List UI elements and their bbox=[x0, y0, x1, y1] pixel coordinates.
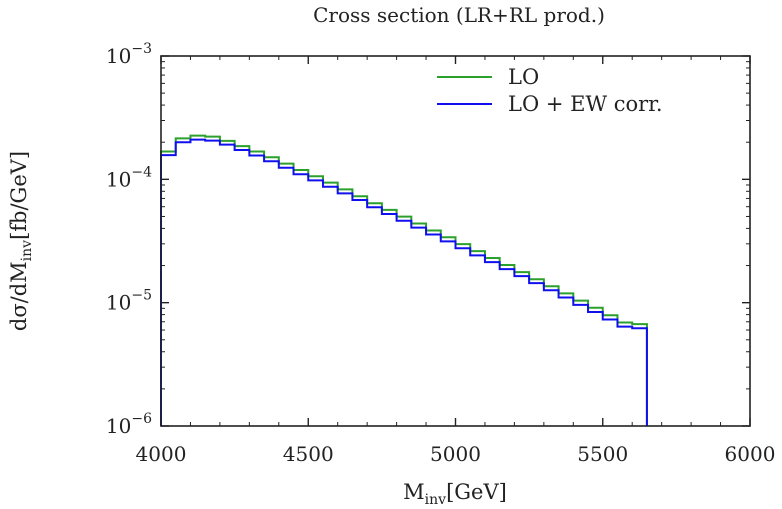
series-line-lo-ew-corr bbox=[160, 138, 648, 426]
legend-label: LO + EW corr. bbox=[508, 92, 663, 116]
series-layer bbox=[160, 134, 648, 426]
x-axis-label: Minv[GeV] bbox=[403, 480, 507, 508]
tick-layer: 4000 4500 5000 5500 6000 10−6 10−5 10−4 10−3 bbox=[106, 41, 776, 466]
series-line-lo bbox=[160, 134, 648, 426]
y-tick-label: 10−6 bbox=[106, 411, 152, 438]
x-tick-label: 4500 bbox=[283, 442, 334, 466]
legend-label: LO bbox=[508, 65, 539, 89]
y-axis-label: dσ/dMinv[fb/GeV] bbox=[7, 151, 35, 331]
y-tick-label: 10−4 bbox=[106, 164, 152, 191]
x-tick-label: 4000 bbox=[136, 442, 187, 466]
x-tick-label: 5000 bbox=[430, 442, 481, 466]
x-tick-label: 6000 bbox=[725, 442, 776, 466]
y-tick-label: 10−3 bbox=[106, 41, 152, 68]
x-tick-label: 5500 bbox=[577, 442, 628, 466]
y-tick-label: 10−5 bbox=[106, 288, 152, 315]
plot-area: 4000 4500 5000 5500 6000 10−6 10−5 10−4 10−3 bbox=[106, 41, 776, 466]
legend: LO LO + EW corr. bbox=[437, 65, 663, 116]
chart-title: Cross section (LR+RL prod.) bbox=[313, 3, 605, 27]
